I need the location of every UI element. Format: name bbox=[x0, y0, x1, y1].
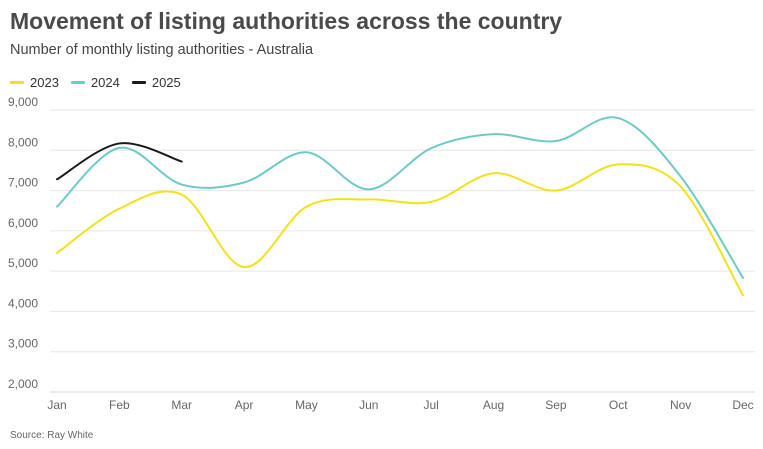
x-tick-label: Jul bbox=[424, 398, 439, 412]
chart-title: Movement of listing authorities across t… bbox=[10, 8, 563, 34]
y-tick-label: 7,000 bbox=[8, 176, 38, 190]
y-axis: 2,000 3,000 4,000 5,000 6,000 7,000 8,000 9,000 bbox=[8, 95, 38, 391]
series-lines bbox=[56, 116, 744, 297]
y-tick-label: 8,000 bbox=[8, 135, 38, 149]
legend-swatch-2025 bbox=[131, 81, 146, 84]
y-tick-label: 3,000 bbox=[8, 337, 38, 351]
x-tick-label: May bbox=[295, 398, 318, 412]
x-tick-label: Feb bbox=[109, 398, 130, 412]
gridlines bbox=[50, 109, 755, 393]
series-line-2025 bbox=[56, 142, 183, 181]
legend-item-2025: 2025 bbox=[131, 75, 181, 90]
y-tick-label: 9,000 bbox=[8, 95, 38, 109]
legend-label-2023: 2023 bbox=[30, 75, 59, 90]
legend-label-2025: 2025 bbox=[151, 75, 181, 90]
x-tick-label: Aug bbox=[483, 398, 504, 412]
x-tick-label: Nov bbox=[670, 398, 691, 412]
legend: 2023 2024 2025 bbox=[10, 75, 181, 90]
series-line-2024 bbox=[56, 116, 744, 279]
y-tick-label: 6,000 bbox=[8, 216, 38, 230]
y-tick-label: 2,000 bbox=[8, 377, 38, 391]
series-line-2023 bbox=[56, 163, 744, 297]
source-note: Source: Ray White bbox=[10, 430, 94, 441]
y-tick-label: 4,000 bbox=[8, 296, 38, 310]
chart-subtitle: Number of monthly listing authorities - … bbox=[10, 42, 314, 58]
legend-item-2023: 2023 bbox=[10, 75, 59, 90]
x-tick-label: Sep bbox=[545, 398, 567, 412]
x-tick-label: Apr bbox=[235, 398, 254, 412]
y-tick-label: 5,000 bbox=[8, 256, 38, 270]
x-tick-label: Oct bbox=[609, 398, 628, 412]
legend-swatch-2024 bbox=[70, 81, 85, 84]
x-tick-label: Dec bbox=[732, 398, 753, 412]
legend-swatch-2023 bbox=[10, 81, 24, 84]
x-tick-label: Jan bbox=[47, 398, 66, 412]
legend-label-2024: 2024 bbox=[90, 75, 120, 90]
legend-item-2024: 2024 bbox=[70, 75, 120, 90]
x-axis: Jan Feb Mar Apr May Jun Jul Aug Sep Oct Nov Dec bbox=[47, 398, 753, 412]
x-tick-label: Mar bbox=[171, 398, 192, 412]
x-tick-label: Jun bbox=[359, 398, 378, 412]
